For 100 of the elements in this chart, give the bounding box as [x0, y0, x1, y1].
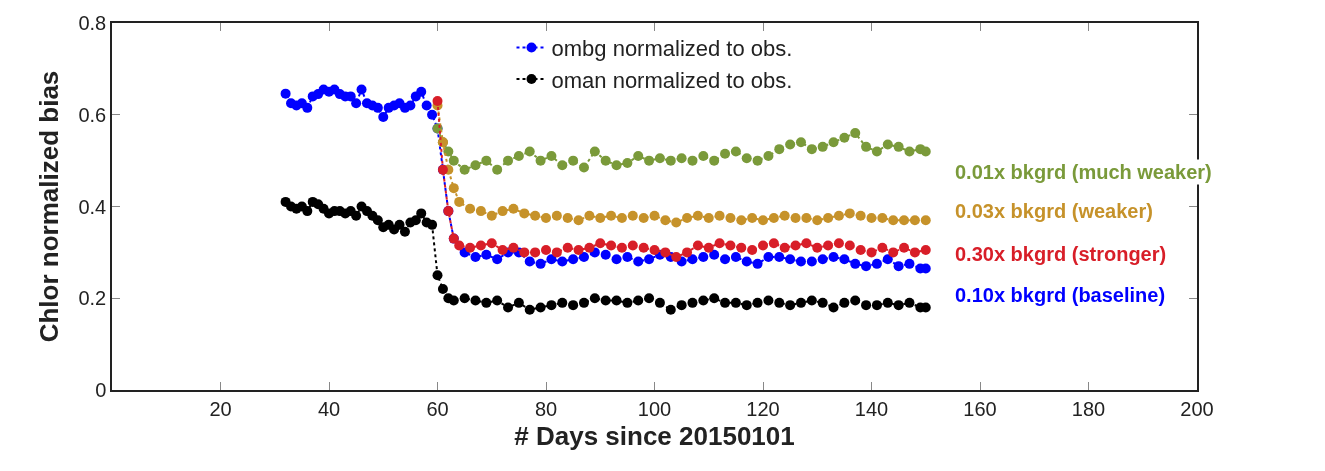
point	[888, 247, 899, 258]
point	[551, 210, 562, 221]
point	[622, 157, 633, 168]
point	[768, 212, 779, 223]
y-tick-label: 0.6	[78, 103, 107, 126]
point	[714, 210, 725, 221]
point	[448, 183, 459, 194]
point	[600, 155, 611, 166]
point	[877, 212, 888, 223]
point	[562, 242, 573, 253]
point	[524, 146, 535, 157]
point	[671, 217, 682, 228]
point	[795, 137, 806, 148]
point	[730, 146, 741, 157]
point	[546, 151, 557, 162]
point	[616, 212, 627, 223]
point	[806, 144, 817, 155]
x-axis-title: # Days since 20150101	[514, 420, 795, 451]
point	[920, 146, 931, 157]
point	[616, 242, 627, 253]
point	[790, 240, 801, 251]
x-tick-label: 120	[746, 397, 780, 420]
point	[448, 155, 459, 166]
point	[899, 242, 910, 253]
point	[633, 151, 644, 162]
point	[530, 247, 541, 258]
point	[736, 242, 747, 253]
point	[758, 215, 768, 226]
x-tick-label: 60	[426, 397, 449, 420]
point	[747, 212, 758, 223]
point	[801, 212, 812, 223]
point	[850, 128, 861, 139]
point	[481, 155, 492, 166]
y-tick-label: 0	[95, 379, 107, 401]
point	[676, 153, 687, 164]
x-tick-label: 40	[317, 397, 341, 420]
point	[682, 247, 693, 258]
point	[660, 247, 671, 258]
point	[541, 245, 551, 256]
point	[654, 153, 665, 164]
point	[606, 240, 617, 251]
point	[758, 240, 768, 251]
point	[828, 137, 839, 148]
point	[752, 155, 763, 166]
point	[920, 215, 931, 226]
x-tick-label: 100	[637, 397, 672, 420]
point	[768, 238, 779, 249]
point	[692, 240, 703, 251]
y-tick-label: 0.8	[78, 12, 107, 34]
annotation: 0.10x bkgrd (baseline)	[955, 284, 1166, 306]
point	[866, 212, 877, 223]
point	[844, 240, 855, 251]
point	[519, 208, 530, 219]
legend-label: oman normalized to obs.	[551, 67, 793, 93]
point	[627, 210, 638, 221]
point	[888, 215, 899, 226]
point	[823, 240, 834, 251]
point	[823, 212, 834, 223]
point	[573, 245, 584, 256]
point	[861, 141, 872, 152]
point	[611, 160, 622, 171]
point	[551, 247, 562, 258]
point	[833, 238, 844, 249]
point	[893, 141, 904, 152]
point	[530, 210, 541, 221]
point	[535, 155, 546, 166]
point	[774, 144, 785, 155]
point	[486, 238, 497, 249]
point	[470, 160, 481, 171]
point	[725, 212, 736, 223]
point	[844, 208, 855, 219]
point	[595, 212, 606, 223]
point	[692, 210, 703, 221]
point	[899, 215, 910, 226]
point	[465, 242, 476, 253]
point	[904, 146, 915, 157]
point	[720, 148, 731, 159]
point	[698, 151, 709, 162]
point	[465, 203, 476, 214]
point	[877, 242, 888, 253]
point	[584, 210, 595, 221]
point	[519, 247, 530, 258]
point	[595, 238, 606, 249]
x-tick-label: 200	[1180, 397, 1214, 420]
point	[839, 132, 850, 143]
point	[475, 240, 486, 251]
point	[503, 155, 514, 166]
point	[779, 210, 790, 221]
point	[812, 215, 823, 226]
point	[682, 212, 693, 223]
point	[497, 206, 508, 217]
point	[779, 242, 790, 253]
point	[909, 247, 920, 258]
point	[627, 240, 638, 251]
legend-label: ombg normalized to obs.	[551, 36, 793, 62]
point	[557, 160, 568, 171]
point	[578, 162, 589, 173]
x-tick-label: 20	[209, 397, 232, 420]
y-tick-label: 0.2	[78, 287, 107, 310]
point	[649, 245, 660, 256]
